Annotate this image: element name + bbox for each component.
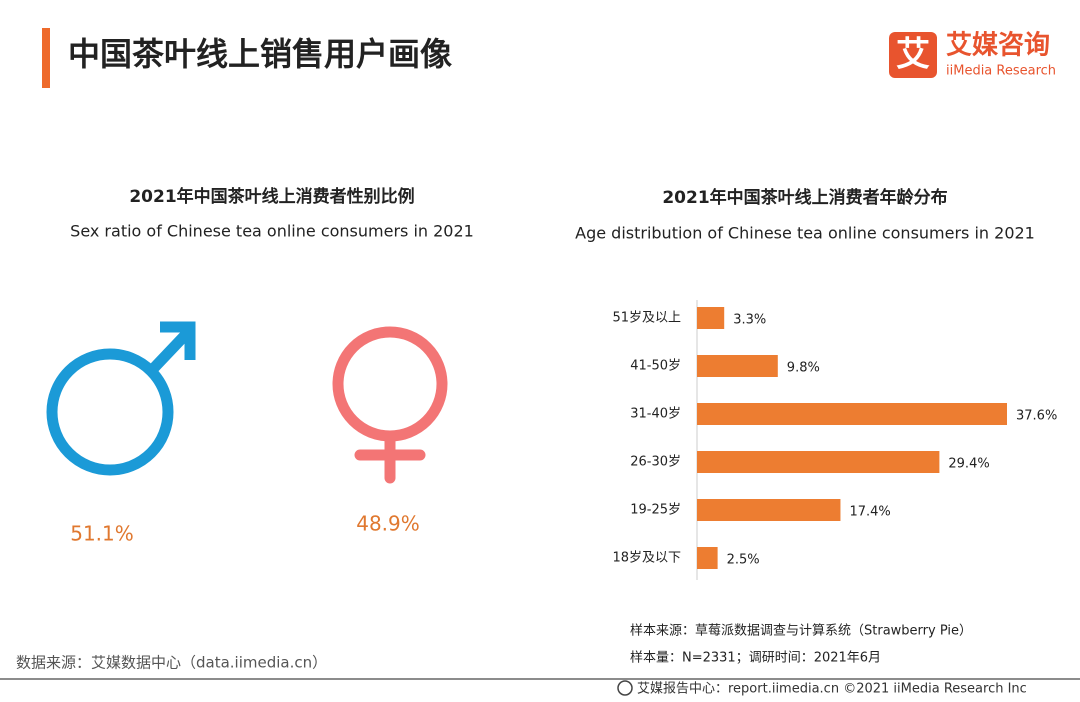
chart-subtitle: Sex ratio of Chinese tea online consumer… [70,222,474,241]
bar [697,499,841,521]
page-title: 中国茶叶线上销售用户画像 [68,35,452,73]
chart-title: 2021年中国茶叶线上消费者性别比例 [129,186,414,207]
chart-subtitle: Age distribution of Chinese tea online c… [575,224,1035,243]
male-arrow [148,321,196,374]
value-label: 2.5% [727,553,760,568]
note: 样本来源：草莓派数据调查与计算系统（Strawberry Pie） [630,624,972,639]
logo-name: 艾媒咨询 [946,30,1050,61]
logo-icon-text: 艾 [896,35,930,75]
category-label: 41-50岁 [630,359,681,374]
value-label: 3.3% [733,313,766,328]
bar [697,451,940,473]
value-label: 29.4% [948,457,989,472]
note: 样本量：N=2331；调研时间：2021年6月 [630,651,881,666]
bar [697,355,778,377]
logo-subtitle: iiMedia Research [946,64,1056,79]
category-label: 51岁及以上 [612,311,681,326]
female-cross [354,430,426,484]
value-label: 48.9% [356,512,420,536]
category-label: 19-25岁 [630,503,681,518]
bar [697,307,725,329]
female-circle [332,326,448,442]
value-label: 9.8% [787,361,820,376]
category-label: 18岁及以下 [612,551,681,566]
female-icon [332,326,448,484]
male-icon [46,321,196,476]
value-label: 17.4% [849,505,890,520]
value-label: 37.6% [1016,409,1057,424]
title-accent [42,28,50,88]
chart-title: 2021年中国茶叶线上消费者年龄分布 [662,187,947,208]
source: 数据来源：艾媒数据中心（data.iimedia.cn） [16,654,327,672]
category-label: 31-40岁 [630,407,681,422]
value-label: 51.1% [70,522,134,546]
category-label: 26-30岁 [630,455,681,470]
logo-icon [889,32,937,78]
bar [697,403,1007,425]
bar [697,547,718,569]
footer-icon [617,680,633,696]
male-circle [46,348,174,476]
footer: 艾媒报告中心：report.iimedia.cn ©2021 iiMedia R… [637,682,1027,697]
